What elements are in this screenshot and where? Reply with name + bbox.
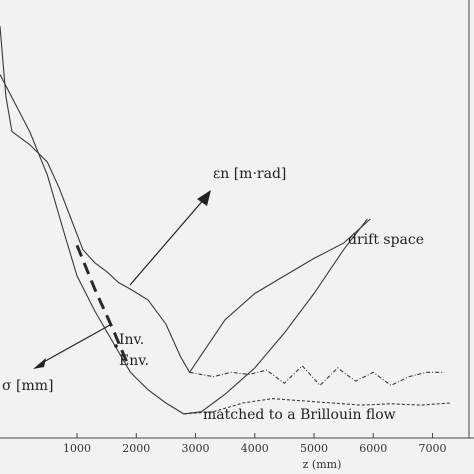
x-tick-label-3: 4000 (241, 442, 269, 455)
x-tick-label-6: 7000 (419, 442, 447, 455)
x-tick-label-1: 2000 (122, 442, 150, 455)
series-line-1 (189, 364, 445, 387)
emittance-label: εn [m·rad] (213, 166, 286, 182)
sigma-label: σ [mm] (2, 378, 53, 394)
brillouin-label: matched to a Brillouin flow (203, 407, 396, 423)
x-tick-label-5: 6000 (359, 442, 387, 455)
annotations: εn [m·rad] σ [mm] drift space matched to… (2, 166, 424, 423)
series-line-2 (0, 74, 368, 415)
series-line-3 (183, 398, 451, 415)
x-tick-label-2: 3000 (182, 442, 210, 455)
series-line-0 (0, 26, 371, 374)
emittance-arrow (129, 197, 206, 286)
axes (0, 0, 474, 439)
inv-env-label-1: Inv. (119, 332, 144, 348)
emittance-arrowhead (197, 190, 211, 206)
x-ticks: 1000 2000 3000 4000 5000 6000 7000 (63, 433, 447, 455)
series-group (0, 26, 451, 415)
inv-env-label-2: Env. (119, 353, 149, 369)
drift-space-label: drift space (348, 232, 424, 248)
x-tick-label-0: 1000 (63, 442, 91, 455)
x-tick-label-4: 5000 (300, 442, 328, 455)
inv-env-point (114, 344, 118, 348)
series-line-4 (75, 244, 129, 365)
x-axis-label: z (mm) (303, 458, 342, 471)
sigma-arrow (39, 324, 111, 365)
sigma-arrowhead (33, 358, 46, 369)
